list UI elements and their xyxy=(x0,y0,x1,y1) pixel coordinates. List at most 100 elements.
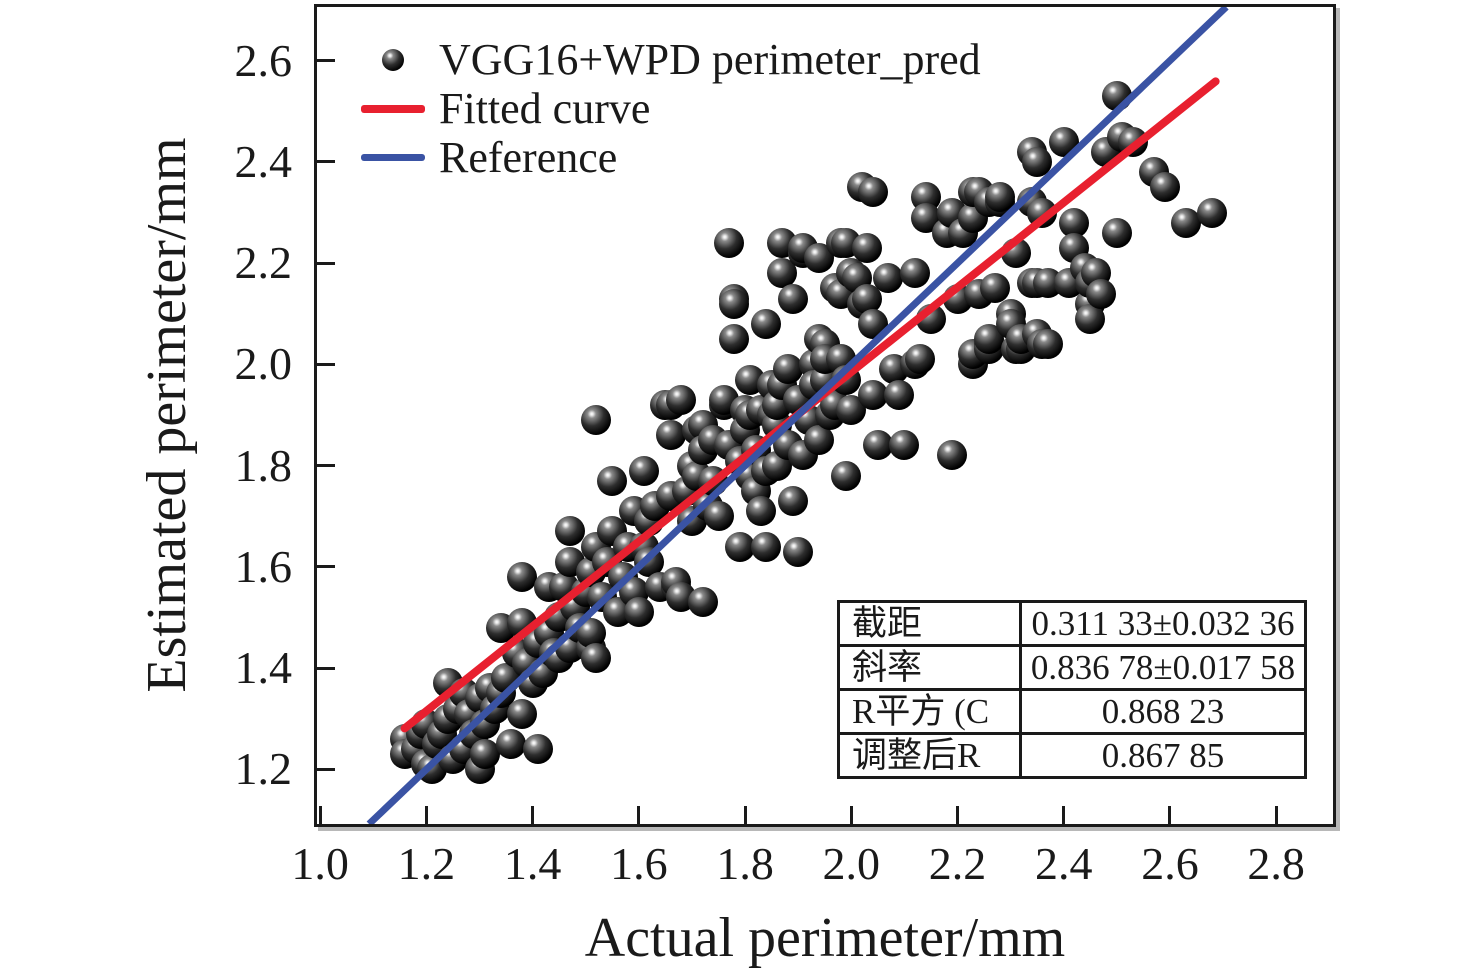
scatter-point xyxy=(751,308,782,339)
scatter-point xyxy=(777,486,808,517)
scatter-point xyxy=(1085,278,1116,309)
scatter-point xyxy=(719,288,750,319)
scatter-point xyxy=(687,587,718,618)
legend-label-scatter: VGG16+WPD perimeter_pred xyxy=(439,34,981,84)
legend-item-fitted: Fitted curve xyxy=(347,84,981,133)
scatter-point xyxy=(830,460,861,491)
y-tick-label-1.4: 1.4 xyxy=(234,642,293,694)
x-axis-title: Actual perimeter/mm xyxy=(584,907,1066,969)
y-tick-label-2.4: 2.4 xyxy=(234,135,293,187)
legend-marker-cell xyxy=(347,48,439,71)
y-tick-1.2 xyxy=(317,767,335,771)
x-tick-2.8 xyxy=(1274,806,1278,824)
scatter-point xyxy=(666,384,697,415)
scatter-point xyxy=(1075,303,1106,334)
table-row: R平方 (C 0.868 23 xyxy=(837,688,1307,735)
legend-label-fitted: Fitted curve xyxy=(439,83,651,133)
legend-label-reference: Reference xyxy=(439,132,618,182)
x-tick-1.4 xyxy=(531,806,535,824)
axis-ticks-layer xyxy=(317,7,1333,824)
stat-value-intercept: 0.311 33±0.032 36 xyxy=(1019,600,1307,647)
x-tick-label-1.8: 1.8 xyxy=(716,838,774,889)
scatter-point xyxy=(751,531,782,562)
scatter-point xyxy=(507,561,537,592)
x-tick-label-1.0: 1.0 xyxy=(291,838,349,889)
x-tick-label-1.2: 1.2 xyxy=(397,838,456,889)
scatter-point xyxy=(507,698,537,729)
scatter-point xyxy=(522,734,553,765)
reference-line-swatch-icon xyxy=(361,154,425,161)
x-tick-2.0 xyxy=(849,806,853,824)
y-tick-1.4 xyxy=(317,666,335,670)
scatter-point xyxy=(905,344,936,375)
y-tick-2.4 xyxy=(317,160,335,164)
scatter-point xyxy=(629,455,660,486)
sphere-marker-icon xyxy=(382,48,404,71)
legend-item-scatter: VGG16+WPD perimeter_pred xyxy=(347,35,981,84)
x-tick-label-1.6: 1.6 xyxy=(610,838,668,889)
scatter-point xyxy=(1059,207,1090,238)
table-row: 截距 0.311 33±0.032 36 xyxy=(837,600,1307,647)
y-tick-label-1.6: 1.6 xyxy=(234,540,293,592)
legend-marker-cell xyxy=(347,154,439,161)
y-tick-1.8 xyxy=(317,464,335,468)
x-tick-label-1.4: 1.4 xyxy=(503,838,562,889)
scatter-point xyxy=(581,405,612,436)
scatter-point xyxy=(862,430,893,461)
x-tick-1.8 xyxy=(743,806,747,824)
scatter-point xyxy=(746,496,776,527)
scatter-point xyxy=(724,531,755,562)
scatter-point xyxy=(496,729,527,760)
scatter-point xyxy=(777,283,808,314)
x-tick-label-2.2: 2.2 xyxy=(928,838,987,889)
stat-label-slope: 斜率 xyxy=(837,644,1022,691)
scatter-point xyxy=(554,516,585,547)
scatter-point xyxy=(719,324,750,355)
scatter-point xyxy=(979,273,1010,304)
legend: VGG16+WPD perimeter_pred Fitted curve Re… xyxy=(347,35,981,182)
scatter-point xyxy=(984,182,1015,213)
x-tick-label-2.0: 2.0 xyxy=(822,838,881,889)
x-tick-1.6 xyxy=(637,806,641,824)
stat-value-adj-rsquared: 0.867 85 xyxy=(1019,732,1307,779)
x-tick-1.2 xyxy=(424,806,428,824)
y-tick-label-1.8: 1.8 xyxy=(234,439,293,491)
x-tick-2.6 xyxy=(1168,806,1172,824)
y-tick-label-1.2: 1.2 xyxy=(234,743,293,795)
x-tick-label-2.6: 2.6 xyxy=(1141,838,1199,889)
scatter-point xyxy=(703,501,734,532)
scatter-point xyxy=(1101,217,1132,248)
scatter-point xyxy=(1022,146,1053,177)
scatter-point xyxy=(873,263,904,294)
stat-label-intercept: 截距 xyxy=(837,600,1022,647)
scatter-point xyxy=(857,379,888,410)
y-tick-label-2.2: 2.2 xyxy=(234,237,293,289)
table-row: 斜率 0.836 78±0.017 58 xyxy=(837,644,1307,691)
y-tick-2.2 xyxy=(317,261,335,265)
scatter-point xyxy=(469,739,500,770)
stat-value-rsquared: 0.868 23 xyxy=(1019,688,1307,735)
scatter-point xyxy=(857,177,888,208)
stat-value-slope: 0.836 78±0.017 58 xyxy=(1019,644,1307,691)
stat-label-rsquared: R平方 (C xyxy=(837,688,1022,735)
scatter-point xyxy=(772,354,803,385)
scatter-point xyxy=(1197,197,1228,228)
y-tick-label-2.6: 2.6 xyxy=(234,34,293,86)
y-tick-1.6 xyxy=(317,565,335,569)
plot-area: VGG16+WPD perimeter_pred Fitted curve Re… xyxy=(314,4,1336,827)
lines-layer xyxy=(366,7,1229,824)
scatter-point xyxy=(581,642,612,673)
scatter-point xyxy=(1149,172,1180,203)
y-tick-2.0 xyxy=(317,362,335,366)
legend-marker-cell xyxy=(347,104,439,113)
scatter-point xyxy=(884,379,915,410)
scatter-point xyxy=(783,536,814,567)
legend-item-reference: Reference xyxy=(347,133,981,182)
x-tick-label-2.4: 2.4 xyxy=(1034,838,1093,889)
scatter-point xyxy=(937,440,968,471)
scatter-point xyxy=(597,465,628,496)
fit-stats-table: 截距 0.311 33±0.032 36 斜率 0.836 78±0.017 5… xyxy=(837,600,1307,779)
table-row: 调整后R 0.867 85 xyxy=(837,732,1307,779)
x-tick-2.4 xyxy=(1062,806,1066,824)
y-axis-title: Estimated perimeter/mm xyxy=(136,137,199,693)
